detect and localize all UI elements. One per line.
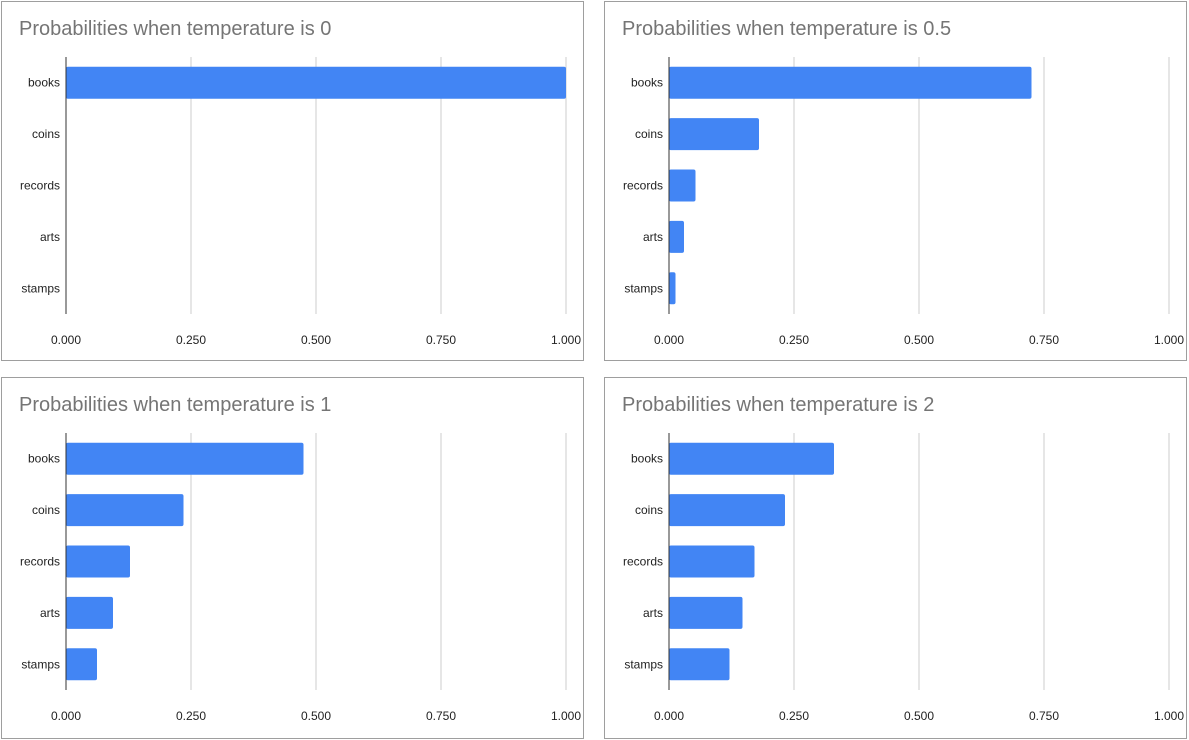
- chart-title: Probabilities when temperature is 2: [622, 394, 935, 416]
- bar-records: [669, 545, 755, 578]
- chart-panel-temperature-1: Probabilities when temperature is 1 0.00…: [1, 377, 584, 739]
- category-label-records: records: [20, 179, 60, 193]
- category-label-books: books: [28, 452, 60, 466]
- x-tick-label: 0.500: [301, 333, 331, 347]
- x-tick-label: 0.250: [779, 709, 809, 723]
- x-tick-label: 1.000: [1154, 333, 1184, 347]
- bar-chart-plot: 0.000 0.250 0.500 0.750 1.000 books coins recor…: [20, 433, 581, 723]
- chart-panel-temperature-0.5: Probabilities when temperature is 0.5 0.…: [604, 1, 1187, 361]
- bar-arts: [66, 596, 113, 629]
- bar-arts: [669, 596, 743, 629]
- bar-books: [66, 442, 304, 475]
- category-label-books: books: [631, 452, 663, 466]
- category-label-books: books: [631, 76, 663, 90]
- chart-title: Probabilities when temperature is 0.5: [622, 18, 952, 40]
- chart-title: Probabilities when temperature is 1: [19, 394, 332, 416]
- bar-chart-plot: 0.000 0.250 0.500 0.750 1.000 books coins recor…: [623, 57, 1184, 347]
- bar-arts: [669, 220, 684, 253]
- x-tick-label: 0.000: [51, 709, 81, 723]
- x-tick-label: 0.250: [176, 709, 206, 723]
- category-label-stamps: stamps: [624, 281, 663, 295]
- bar-books: [669, 66, 1032, 99]
- x-tick-label: 0.750: [426, 709, 456, 723]
- category-label-stamps: stamps: [21, 657, 60, 671]
- x-tick-label: 0.000: [654, 333, 684, 347]
- bar-stamps: [669, 272, 676, 305]
- bar-coins: [669, 494, 785, 527]
- category-label-arts: arts: [40, 230, 60, 244]
- bar-books: [66, 66, 566, 99]
- category-label-stamps: stamps: [624, 657, 663, 671]
- bar-chart-plot: 0.000 0.250 0.500 0.750 1.000 books coins recor…: [20, 57, 581, 347]
- category-label-stamps: stamps: [21, 281, 60, 295]
- x-tick-label: 0.250: [779, 333, 809, 347]
- category-label-arts: arts: [643, 230, 663, 244]
- category-label-records: records: [623, 555, 663, 569]
- chart-panel-temperature-0: Probabilities when temperature is 0 0.00…: [1, 1, 584, 361]
- x-tick-label: 0.750: [1029, 709, 1059, 723]
- bar-coins: [669, 118, 759, 151]
- x-tick-label: 0.250: [176, 333, 206, 347]
- x-tick-label: 1.000: [1154, 709, 1184, 723]
- x-tick-label: 0.000: [654, 709, 684, 723]
- bar-records: [66, 545, 130, 578]
- category-label-coins: coins: [635, 503, 663, 517]
- category-label-records: records: [623, 179, 663, 193]
- x-tick-label: 0.500: [301, 709, 331, 723]
- category-label-coins: coins: [32, 127, 60, 141]
- chart-title: Probabilities when temperature is 0: [19, 18, 332, 40]
- category-label-coins: coins: [635, 127, 663, 141]
- bar-books: [669, 442, 834, 475]
- category-label-coins: coins: [32, 503, 60, 517]
- x-tick-label: 0.000: [51, 333, 81, 347]
- bar-chart-plot: 0.000 0.250 0.500 0.750 1.000 books coins recor…: [623, 433, 1184, 723]
- bar-coins: [66, 494, 184, 527]
- category-label-books: books: [28, 76, 60, 90]
- x-tick-label: 0.750: [1029, 333, 1059, 347]
- bar-stamps: [66, 648, 97, 681]
- bar-stamps: [669, 648, 730, 681]
- category-label-arts: arts: [40, 606, 60, 620]
- x-tick-label: 1.000: [551, 709, 581, 723]
- x-tick-label: 0.500: [904, 709, 934, 723]
- x-tick-label: 0.500: [904, 333, 934, 347]
- chart-panel-temperature-2: Probabilities when temperature is 2 0.00…: [604, 377, 1187, 739]
- category-label-records: records: [20, 555, 60, 569]
- x-tick-label: 1.000: [551, 333, 581, 347]
- category-label-arts: arts: [643, 606, 663, 620]
- x-tick-label: 0.750: [426, 333, 456, 347]
- bar-records: [669, 169, 696, 202]
